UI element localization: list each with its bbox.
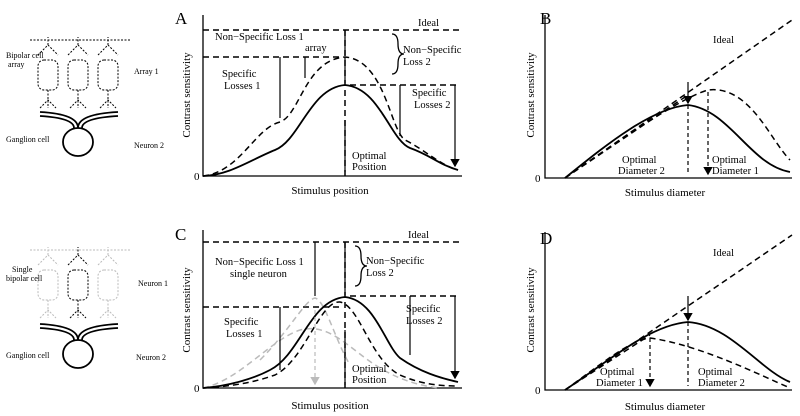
schematic-label: bipolar cell xyxy=(6,274,43,283)
schematic-label: Ganglion cell xyxy=(6,351,50,360)
x-axis-label: Stimulus position xyxy=(291,400,369,412)
zero-label: 0 xyxy=(535,385,541,397)
zero-label: 0 xyxy=(194,383,200,395)
annotation: Specific xyxy=(406,304,441,315)
panel-label: C xyxy=(175,225,186,244)
annotation: Non−Specific Loss 1 xyxy=(215,257,304,268)
annotation: Ideal xyxy=(713,35,734,46)
y-axis-label: Contrast sensitivity xyxy=(181,52,193,138)
panel-a xyxy=(202,15,462,177)
panel-label: D xyxy=(540,229,552,248)
panel-label: B xyxy=(540,9,551,28)
annotation: Non−Specific xyxy=(366,256,425,267)
annotation: Ideal xyxy=(408,230,429,241)
annotation: Optimal xyxy=(600,367,634,378)
annotation: Optimal xyxy=(622,155,656,166)
annotation: Losses 2 xyxy=(414,100,450,111)
schematic-array: Bipolar cell array Array 1 Ganglion cell… xyxy=(6,37,164,157)
x-axis-label: Stimulus diameter xyxy=(625,401,706,413)
annotation: Optimal xyxy=(712,155,746,166)
schematic-label: Neuron 2 xyxy=(136,353,166,362)
schematic-label: Ganglion cell xyxy=(6,135,50,144)
zero-label: 0 xyxy=(535,173,541,185)
annotation: Diameter 1 xyxy=(596,378,643,389)
schematic-single: Single bipolar cell Neuron 1 Ganglion ce… xyxy=(6,247,168,369)
annotation: Ideal xyxy=(418,18,439,29)
y-axis-label: Contrast sensitivity xyxy=(181,267,193,353)
annotation: Loss 2 xyxy=(366,268,394,279)
schematic-label: Bipolar cell xyxy=(6,51,44,60)
schematic-label: Neuron 2 xyxy=(134,141,164,150)
annotation: array xyxy=(305,43,327,54)
annotation: Optimal xyxy=(698,367,732,378)
y-axis-label: Contrast sensitivity xyxy=(525,52,537,138)
schematic-label: Neuron 1 xyxy=(138,279,168,288)
schematic-label: Array 1 xyxy=(134,67,159,76)
annotation: Ideal xyxy=(713,248,734,259)
panel-d xyxy=(544,232,793,390)
annotation: Loss 2 xyxy=(403,57,431,68)
annotation: Position xyxy=(352,162,387,173)
annotation: Specific xyxy=(412,88,447,99)
annotation: Position xyxy=(352,375,387,386)
annotation: Specific xyxy=(222,69,257,80)
annotation: Diameter 2 xyxy=(618,166,665,177)
annotation: Specific xyxy=(224,317,259,328)
y-axis-label: Contrast sensitivity xyxy=(525,267,537,353)
annotation: Non−Specific xyxy=(403,45,462,56)
schematic-label: Single xyxy=(12,265,33,274)
annotation: Optimal xyxy=(352,151,386,162)
annotation: Diameter 1 xyxy=(712,166,759,177)
zero-label: 0 xyxy=(194,171,200,183)
panel-label: A xyxy=(175,9,188,28)
annotation: single neuron xyxy=(230,269,288,280)
x-axis-label: Stimulus diameter xyxy=(625,187,706,199)
annotation: Losses 1 xyxy=(226,329,262,340)
panel-c xyxy=(202,230,462,389)
annotation: Non−Specific Loss 1 xyxy=(215,32,304,43)
annotation: Optimal xyxy=(352,364,386,375)
panel-b xyxy=(544,15,793,178)
annotation: Losses 2 xyxy=(406,316,442,327)
x-axis-label: Stimulus position xyxy=(291,185,369,197)
schematic-label: array xyxy=(8,60,24,69)
annotation: Losses 1 xyxy=(224,81,260,92)
annotation: Diameter 2 xyxy=(698,378,745,389)
